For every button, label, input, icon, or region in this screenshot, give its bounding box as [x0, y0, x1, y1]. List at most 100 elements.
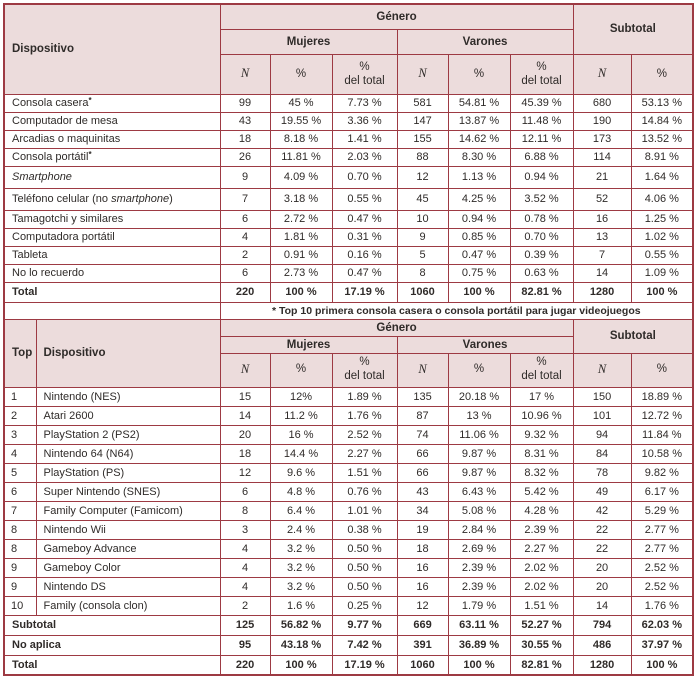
value-cell: 12%: [269, 386, 333, 407]
value-cell: 5.29 %: [630, 500, 694, 521]
device-label: Nintendo (NES): [35, 386, 221, 407]
value-cell: 8.91 %: [630, 147, 694, 167]
table1-row: Computadora portátil 4 1.81 % 0.31 % 9 0.85 %…: [3, 227, 694, 247]
value-cell: 84: [572, 443, 632, 464]
value-cell: 12.72 %: [630, 405, 694, 426]
value-cell: 1.6 %: [269, 595, 333, 616]
value-cell: 147: [396, 111, 449, 131]
value-cell: 669: [396, 614, 449, 636]
rank-cell: 10: [3, 595, 37, 616]
device-label: Teléfono celular (no smartphone): [3, 187, 221, 211]
value-cell: 6.4 %: [269, 500, 333, 521]
value-cell: 18: [219, 443, 271, 464]
n-header: N: [396, 53, 449, 95]
device-label: Smartphone: [3, 165, 221, 189]
value-cell: 220: [219, 281, 271, 303]
value-cell: 2.52 %: [630, 557, 694, 578]
value-cell: 1.09 %: [630, 263, 694, 283]
value-cell: 0.25 %: [331, 595, 398, 616]
value-cell: 1.13 %: [447, 165, 511, 189]
value-cell: 0.85 %: [447, 227, 511, 247]
value-cell: 9.82 %: [630, 462, 694, 483]
summary-label: No aplica: [3, 634, 221, 656]
summary-label: Subtotal: [3, 614, 221, 636]
value-cell: 2.39 %: [447, 557, 511, 578]
value-cell: 101: [572, 405, 632, 426]
value-cell: 794: [572, 614, 632, 636]
value-cell: 14: [219, 405, 271, 426]
value-cell: 17 %: [509, 386, 574, 407]
value-cell: 2: [219, 245, 271, 265]
value-cell: 125: [219, 614, 271, 636]
top-header: Top: [3, 318, 37, 388]
table1-row: Arcadias o maquinitas 18 8.18 % 1.41 % 155 14…: [3, 129, 694, 149]
value-cell: 2.73 %: [269, 263, 333, 283]
value-cell: 1.02 %: [630, 227, 694, 247]
value-cell: 0.78 %: [509, 209, 574, 229]
device-label: PlayStation 2 (PS2): [35, 424, 221, 445]
value-cell: 114: [572, 147, 632, 167]
value-cell: 20: [219, 424, 271, 445]
value-cell: 54.81 %: [447, 93, 511, 113]
value-cell: 2.52 %: [331, 424, 398, 445]
value-cell: 0.55 %: [331, 187, 398, 211]
rank-cell: 6: [3, 481, 37, 502]
pct-del-total-header: % del total: [331, 53, 398, 95]
value-cell: 0.38 %: [331, 519, 398, 540]
device-label: Nintendo 64 (N64): [35, 443, 221, 464]
value-cell: 8: [396, 263, 449, 283]
pct-header: %: [269, 352, 333, 388]
value-cell: 8.31 %: [509, 443, 574, 464]
value-cell: 22: [572, 538, 632, 559]
pct-header: %: [630, 352, 694, 388]
value-cell: 53.13 %: [630, 93, 694, 113]
value-cell: 8.30 %: [447, 147, 511, 167]
table2-row: 8 Gameboy Advance 4 3.2 % 0.50 % 18 2.69 % 2.27…: [3, 538, 694, 559]
value-cell: 11.2 %: [269, 405, 333, 426]
table1-body: Consola casera* 99 45 % 7.73 % 581 54.81 % 45.…: [3, 93, 694, 303]
value-cell: 74: [396, 424, 449, 445]
value-cell: 7.42 %: [331, 634, 398, 656]
pct-header: %: [269, 53, 333, 95]
table1-header-row-1: Dispositivo Género Subtotal: [3, 3, 694, 95]
value-cell: 13.52 %: [630, 129, 694, 149]
table2-row: 5 PlayStation (PS) 12 9.6 % 1.51 % 66 9.87 % 8.…: [3, 462, 694, 483]
varones-header: Varones: [396, 28, 574, 55]
value-cell: 190: [572, 111, 632, 131]
value-cell: 0.16 %: [331, 245, 398, 265]
value-cell: 82.81 %: [509, 281, 574, 303]
value-cell: 680: [572, 93, 632, 113]
value-cell: 0.47 %: [331, 209, 398, 229]
table2-header-row-1: Top Dispositivo Género Subtotal: [3, 318, 694, 388]
value-cell: 14.84 %: [630, 111, 694, 131]
value-cell: 49: [572, 481, 632, 502]
device-label: No lo recuerdo: [3, 263, 221, 283]
value-cell: 2.03 %: [331, 147, 398, 167]
value-cell: 34: [396, 500, 449, 521]
value-cell: 4.09 %: [269, 165, 333, 189]
value-cell: 19.55 %: [269, 111, 333, 131]
value-cell: 2.39 %: [509, 519, 574, 540]
value-cell: 391: [396, 634, 449, 656]
value-cell: 11.48 %: [509, 111, 574, 131]
table2-summary-row: Total 220 100 % 17.19 % 1060 100 % 82.81 % 1280…: [3, 654, 694, 676]
device-label: Gameboy Advance: [35, 538, 221, 559]
value-cell: 11.84 %: [630, 424, 694, 445]
value-cell: 16: [572, 209, 632, 229]
table2-row: 7 Family Computer (Famicom) 8 6.4 % 1.01 % 34…: [3, 500, 694, 521]
value-cell: 9.32 %: [509, 424, 574, 445]
table1-header-row-3: N % % del total N % % del total N %: [4, 53, 694, 95]
table2-summary-row: Subtotal 125 56.82 % 9.77 % 669 63.11 % 52.27 …: [3, 614, 694, 636]
value-cell: 4: [219, 227, 271, 247]
value-cell: 220: [219, 654, 271, 676]
value-cell: 155: [396, 129, 449, 149]
value-cell: 56.82 %: [269, 614, 333, 636]
value-cell: 87: [396, 405, 449, 426]
value-cell: 7: [572, 245, 632, 265]
rank-cell: 8: [3, 519, 37, 540]
value-cell: 0.94 %: [447, 209, 511, 229]
rank-cell: 3: [3, 424, 37, 445]
value-cell: 14.62 %: [447, 129, 511, 149]
value-cell: 7.73 %: [331, 93, 398, 113]
value-cell: 10.96 %: [509, 405, 574, 426]
